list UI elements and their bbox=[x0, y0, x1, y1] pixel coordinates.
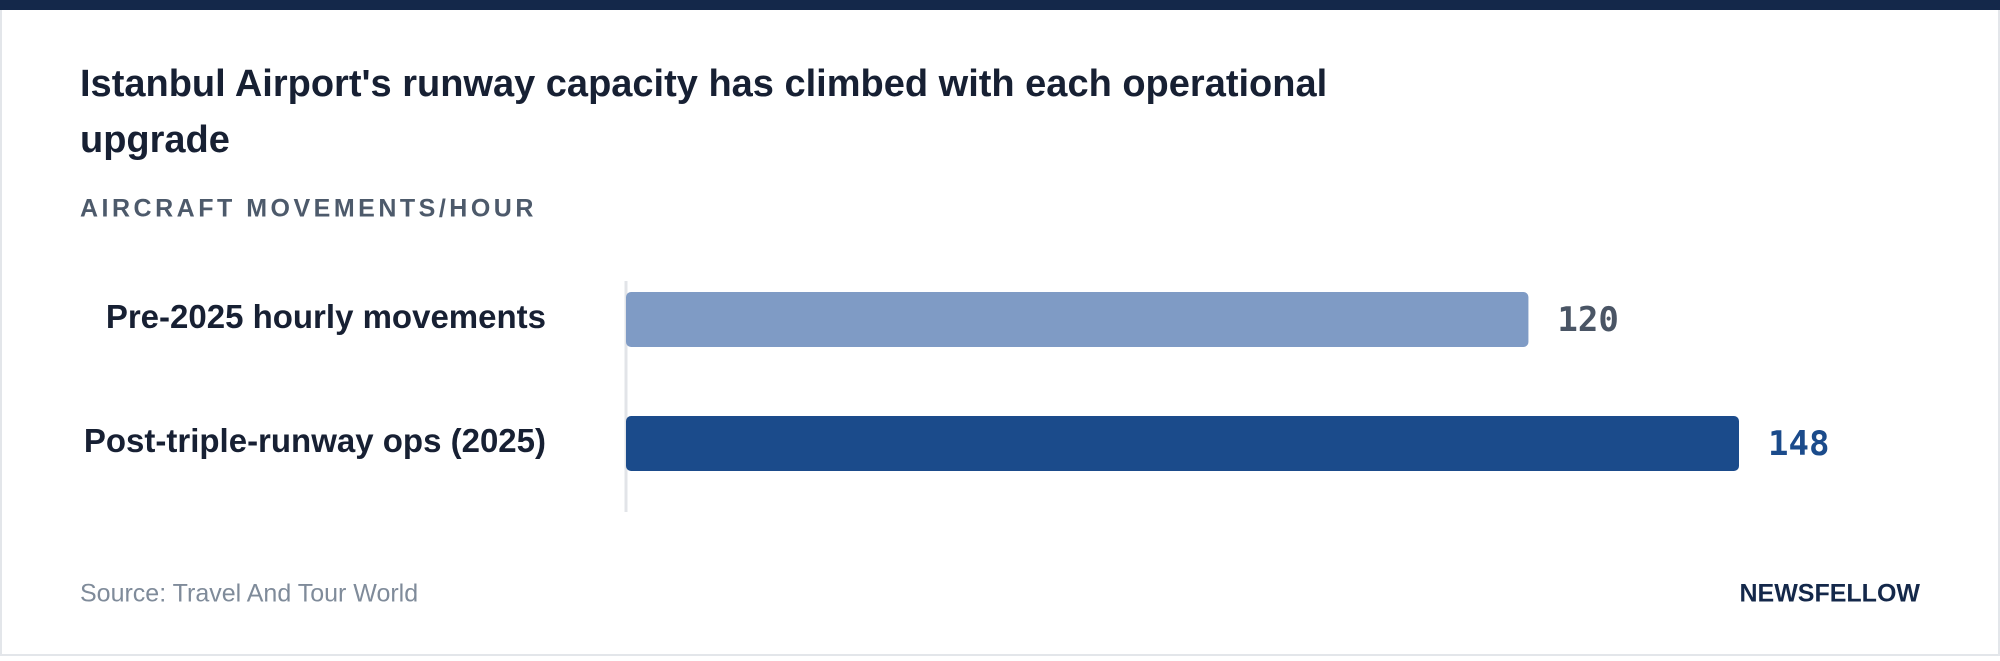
chart-subtitle: AIRCRAFT MOVEMENTS/HOUR bbox=[80, 195, 537, 223]
category-label: Post-triple-runway ops (2025) bbox=[84, 422, 546, 459]
source: Source: Travel And Tour World bbox=[80, 580, 418, 608]
value-label: 120 bbox=[1557, 300, 1618, 340]
category-label: Pre-2025 hourly movements bbox=[106, 298, 546, 335]
top-bar bbox=[0, 0, 2000, 10]
value-label: 148 bbox=[1768, 424, 1829, 464]
brand: NEWSFELLOW bbox=[1739, 580, 1920, 608]
bar bbox=[626, 416, 1739, 471]
bar bbox=[626, 292, 1529, 347]
chart-title: Istanbul Airport's runway capacity has c… bbox=[80, 63, 1327, 161]
